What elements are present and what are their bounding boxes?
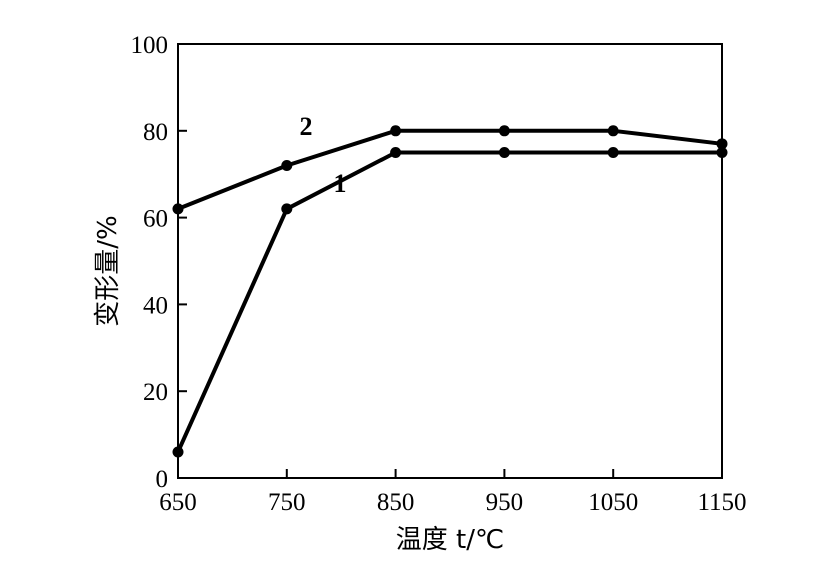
y-tick-label: 80 (143, 119, 168, 146)
x-axis-title: 温度 t/℃ (396, 525, 504, 555)
series-label-2: 2 (300, 112, 313, 141)
series-line-1 (176, 150, 722, 453)
labels-group: 12 温度 t/℃ 变形量/% (93, 112, 504, 555)
data-point-series-2 (390, 125, 402, 137)
y-tick-label: 100 (131, 32, 169, 59)
data-point-series-1 (172, 446, 184, 458)
y-tick-label: 0 (156, 466, 169, 493)
x-tick-label: 750 (268, 489, 306, 516)
series-label-1: 1 (334, 169, 347, 198)
data-point-series-2 (281, 160, 293, 172)
x-tick-label: 850 (377, 489, 415, 516)
x-tick-label: 650 (159, 489, 197, 516)
x-tick-label: 1050 (588, 489, 638, 516)
x-tick-label: 950 (486, 489, 524, 516)
plot-frame (177, 43, 723, 479)
data-point-series-1 (390, 147, 402, 158)
data-point-series-2 (498, 125, 510, 137)
y-tick-label: 20 (143, 379, 168, 406)
y-axis-title: 变形量/% (93, 215, 123, 326)
series-group (172, 125, 728, 458)
data-point-series-1 (281, 203, 293, 215)
x-tick-label: 1150 (697, 489, 746, 516)
x-axis: 650 750 850 950 1050 1150 (159, 469, 747, 516)
plot-border (177, 43, 723, 479)
y-tick-label: 60 (143, 206, 168, 233)
data-point-series-1 (498, 147, 510, 158)
data-point-series-2 (716, 138, 728, 150)
data-point-series-2 (607, 125, 619, 137)
data-point-series-2 (172, 203, 184, 215)
data-point-series-1 (607, 147, 619, 158)
y-axis: 0 20 40 60 80 100 (131, 32, 187, 493)
y-tick-label: 40 (143, 292, 168, 319)
series-line-2 (177, 128, 723, 211)
data-point-series-1 (716, 147, 728, 158)
